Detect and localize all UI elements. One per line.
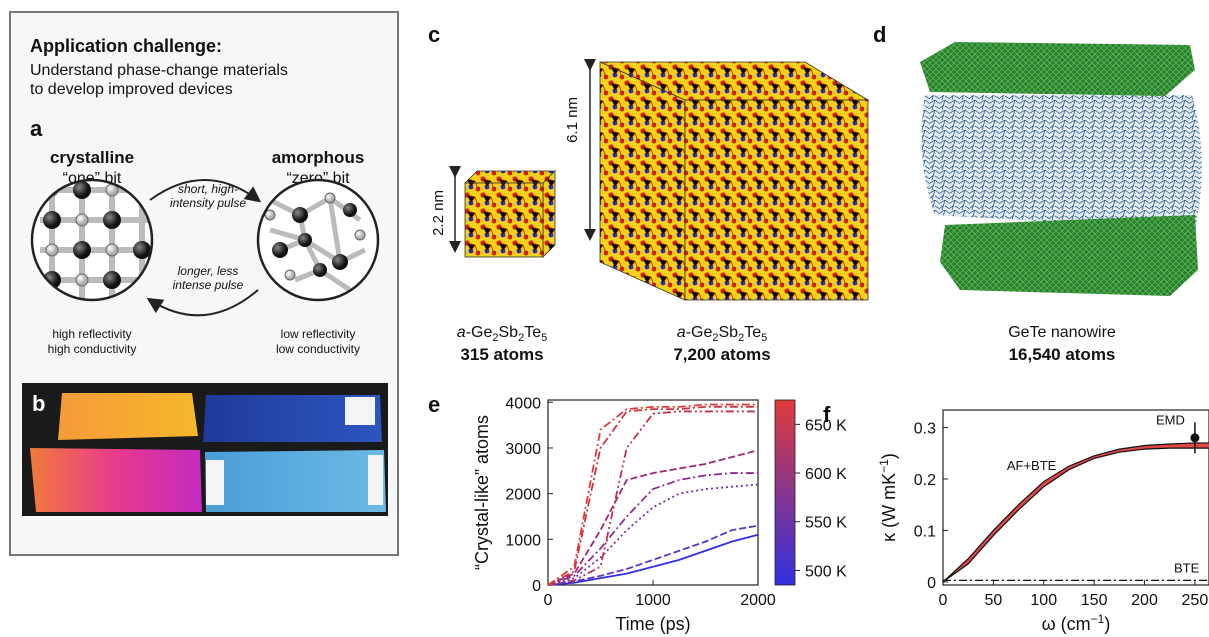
material-part: -Ge — [686, 324, 713, 341]
series-label: EMD — [1156, 412, 1185, 427]
dimension: 6.1 nm — [564, 97, 581, 143]
series-line — [548, 473, 758, 585]
x-tick-label: 0 — [939, 592, 948, 609]
material-part: Sb — [718, 324, 738, 341]
series-line — [548, 407, 758, 585]
colorbar-tick-label: 600 K — [805, 466, 847, 483]
y-tick-label: 0.3 — [914, 421, 936, 438]
x-tick-label: 0 — [544, 592, 553, 609]
material-part: -Ge — [466, 324, 493, 341]
series-line — [548, 450, 758, 585]
x-tick-label: 1000 — [635, 592, 671, 609]
arrow-label: short, high- — [178, 182, 238, 196]
property: high reflectivity — [52, 327, 131, 341]
y-tick-label: 0.1 — [914, 523, 936, 540]
series-line — [548, 526, 758, 585]
series-label: AF+BTE — [1007, 458, 1057, 473]
material: a-Ge2Sb2Te5 — [457, 324, 547, 344]
y-tick-label: 1000 — [505, 532, 541, 549]
colorbar-tick-label: 500 K — [805, 563, 847, 580]
series-line — [548, 405, 758, 585]
axis-label-part: κ (W mK — [879, 473, 899, 542]
property: high conductivity — [48, 342, 137, 356]
arrow-label: longer, less — [178, 264, 239, 278]
axis-label: Time (ps) — [615, 614, 690, 634]
material-part: 5 — [761, 332, 767, 344]
arrow-label: intense pulse — [173, 278, 244, 292]
axis-label: “Crystal-like” atoms — [472, 415, 492, 570]
atom-count: 315 atoms — [460, 345, 543, 364]
small-cube — [465, 171, 555, 257]
y-tick-label: 0.2 — [914, 472, 936, 489]
band-edge — [943, 443, 1209, 582]
material-part: Sb — [498, 324, 518, 341]
x-tick-label: 2000 — [740, 592, 776, 609]
axis-label-part: −1 — [1091, 612, 1105, 626]
colorbar-tick-label: 550 K — [805, 515, 847, 532]
box-subtitle: Understand phase-change materials — [30, 62, 288, 79]
state-title: crystalline — [50, 148, 134, 167]
box-subtitle: to develop improved devices — [30, 81, 233, 98]
axis-label: ω (cm−1) — [1042, 612, 1111, 634]
material-part: a — [457, 324, 466, 341]
x-tick-label: 250 — [1182, 592, 1209, 609]
y-tick-label: 0 — [532, 578, 541, 595]
property: low conductivity — [276, 342, 360, 356]
colorbar — [775, 400, 795, 585]
panel-label: c — [428, 22, 440, 47]
material: a-Ge2Sb2Te5 — [677, 324, 767, 344]
material-part: a — [677, 324, 686, 341]
band-edge — [943, 448, 1209, 582]
axis-label-part: ) — [1104, 614, 1110, 634]
plot-frame — [548, 400, 758, 585]
x-tick-label: 150 — [1081, 592, 1108, 609]
material-part: 5 — [541, 332, 547, 344]
x-tick-label: 100 — [1030, 592, 1057, 609]
panel-label: d — [873, 22, 886, 47]
axis-label-part: −1 — [877, 459, 891, 473]
material-part: Te — [744, 324, 761, 341]
figure: Application challenge: Understand phase-… — [0, 0, 1209, 637]
arrow-label: intensity pulse — [170, 196, 246, 210]
data-point — [1190, 433, 1199, 442]
panel-label: a — [30, 116, 43, 141]
plot-frame — [943, 410, 1209, 585]
panel-label: b — [32, 391, 45, 416]
property: low reflectivity — [281, 327, 356, 341]
x-tick-label: 200 — [1131, 592, 1158, 609]
material-part: Te — [524, 324, 541, 341]
panel-label: e — [428, 392, 440, 417]
y-tick-label: 4000 — [505, 395, 541, 412]
large-cube — [600, 62, 868, 300]
series-label: BTE — [1174, 560, 1200, 575]
series-line — [548, 411, 758, 585]
box-title: Application challenge: — [30, 36, 222, 56]
y-tick-label: 2000 — [505, 487, 541, 504]
axis-label: κ (W mK−1) — [877, 453, 899, 542]
state-title: amorphous — [272, 148, 365, 167]
atom-count: 16,540 atoms — [1009, 345, 1116, 364]
y-tick-label: 3000 — [505, 441, 541, 458]
x-tick-label: 50 — [984, 592, 1002, 609]
page: {"panel_a": {"box_title": "Application c… — [0, 0, 1209, 637]
nanowire — [920, 42, 1202, 296]
atom-count: 7,200 atoms — [673, 345, 770, 364]
axis-label-part: ω (cm — [1042, 614, 1091, 634]
y-tick-label: 0 — [927, 575, 936, 592]
structure-name: GeTe nanowire — [1008, 324, 1116, 341]
photo — [22, 383, 388, 516]
dimension: 2.2 nm — [430, 190, 447, 236]
panel-label: f — [823, 402, 831, 427]
axis-label-part: ) — [879, 453, 899, 459]
